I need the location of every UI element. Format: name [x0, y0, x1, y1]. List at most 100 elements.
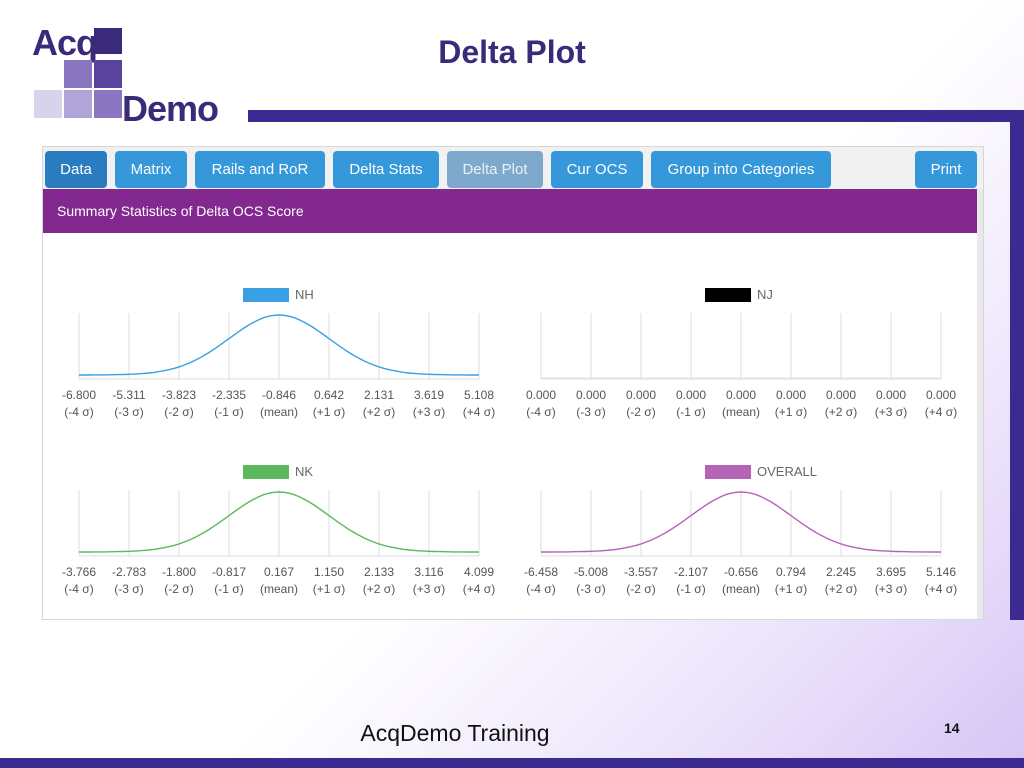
tick-label: 5.108	[464, 388, 494, 402]
sigma-label: (+3 σ)	[875, 405, 907, 419]
tick-label: -0.846	[262, 388, 296, 402]
sigma-label: (+3 σ)	[413, 405, 445, 419]
legend-label: OVERALL	[757, 464, 817, 479]
legend-label: NK	[295, 464, 313, 479]
tick-label: 2.131	[364, 388, 394, 402]
tab-group-into-categories[interactable]: Group into Categories	[651, 151, 831, 188]
sigma-label: (-3 σ)	[114, 582, 143, 596]
tick-label: -0.656	[724, 565, 758, 579]
sigma-label: (-4 σ)	[64, 405, 93, 419]
page-number: 14	[944, 720, 960, 736]
logo-square	[64, 90, 92, 118]
logo-acq-text: Acq	[32, 22, 98, 63]
chart-nk: NK -3.766 (-4 σ) -2.783 (-3 σ) -1.800 (-2 σ) -0…	[62, 464, 495, 596]
tab-data[interactable]: Data	[45, 151, 107, 188]
sigma-label: (-3 σ)	[576, 405, 605, 419]
tick-label: 3.695	[876, 565, 906, 579]
tick-label: 0.000	[926, 388, 956, 402]
sigma-label: (-2 σ)	[164, 405, 193, 419]
tick-label: -5.008	[574, 565, 608, 579]
sigma-label: (-1 σ)	[676, 405, 705, 419]
sigma-label: (-2 σ)	[626, 405, 655, 419]
tick-label: -3.557	[624, 565, 658, 579]
sigma-label: (-3 σ)	[576, 582, 605, 596]
acqdemo-logo: Acq Demo	[30, 22, 220, 129]
tick-label: -1.800	[162, 565, 196, 579]
tick-label: -0.817	[212, 565, 246, 579]
tick-label: 0.000	[676, 388, 706, 402]
print-button[interactable]: Print	[915, 151, 977, 188]
sigma-label: (-2 σ)	[164, 582, 193, 596]
scrollbar[interactable]	[977, 189, 983, 619]
sigma-label: (-1 σ)	[214, 405, 243, 419]
sigma-label: (+4 σ)	[925, 582, 957, 596]
section-header: Summary Statistics of Delta OCS Score	[43, 189, 977, 233]
tick-label: -6.458	[524, 565, 558, 579]
sigma-label: (+2 σ)	[825, 582, 857, 596]
tick-label: 0.000	[776, 388, 806, 402]
tick-label: 0.000	[526, 388, 556, 402]
sigma-label: (mean)	[260, 582, 298, 596]
legend-label: NH	[295, 287, 314, 302]
chart-overall: OVERALL -6.458 (-4 σ) -5.008 (-3 σ) -3.557 (-2…	[524, 464, 957, 596]
sigma-label: (+2 σ)	[363, 405, 395, 419]
tick-label: 0.000	[626, 388, 656, 402]
sigma-label: (+3 σ)	[413, 582, 445, 596]
sigma-label: (-4 σ)	[64, 582, 93, 596]
app-screenshot: Data Matrix Rails and RoR Delta Stats De…	[42, 146, 984, 620]
tab-rails-and-ror[interactable]: Rails and RoR	[195, 151, 325, 188]
sigma-label: (+2 σ)	[363, 582, 395, 596]
tick-label: 0.000	[826, 388, 856, 402]
chart-nh: NH -6.800 (-4 σ) -5.311 (-3 σ) -3.823 (-2 σ) -2…	[62, 287, 495, 419]
tick-label: 0.000	[876, 388, 906, 402]
sigma-label: (+1 σ)	[775, 405, 807, 419]
tab-matrix[interactable]: Matrix	[115, 151, 187, 188]
bottom-rule	[0, 758, 1024, 768]
tick-label: 2.133	[364, 565, 394, 579]
sigma-label: (-1 σ)	[214, 582, 243, 596]
tick-label: -2.107	[674, 565, 708, 579]
tick-label: 3.116	[414, 565, 443, 579]
tick-label: -5.311	[112, 388, 145, 402]
sigma-label: (-3 σ)	[114, 405, 143, 419]
toolbar: Data Matrix Rails and RoR Delta Stats De…	[43, 147, 983, 189]
tab-delta-stats[interactable]: Delta Stats	[333, 151, 439, 188]
tick-label: -6.800	[62, 388, 96, 402]
sigma-label: (+2 σ)	[825, 405, 857, 419]
tab-delta-plot[interactable]: Delta Plot	[447, 151, 543, 188]
slide-title: Delta Plot	[438, 34, 586, 70]
sigma-label: (+4 σ)	[463, 405, 495, 419]
logo-demo-text: Demo	[122, 88, 219, 129]
sigma-label: (+1 σ)	[313, 582, 345, 596]
sigma-label: (mean)	[722, 582, 760, 596]
sigma-label: (-1 σ)	[676, 582, 705, 596]
tick-label: -2.335	[212, 388, 246, 402]
sigma-label: (+3 σ)	[875, 582, 907, 596]
tick-label: 0.000	[726, 388, 756, 402]
tick-label: 5.146	[926, 565, 956, 579]
legend-swatch	[705, 288, 751, 302]
logo-square	[64, 60, 92, 88]
logo-square	[34, 90, 62, 118]
top-rule	[248, 110, 1024, 122]
tick-label: 0.794	[776, 565, 806, 579]
footer-text: AcqDemo Training	[360, 720, 550, 746]
tick-label: -3.766	[62, 565, 96, 579]
chart-nj: NJ 0.000 (-4 σ) 0.000 (-3 σ) 0.000 (-2 σ) 0.000…	[526, 287, 957, 419]
sigma-label: (+1 σ)	[313, 405, 345, 419]
logo-square	[94, 60, 122, 88]
sigma-label: (mean)	[722, 405, 760, 419]
right-rule	[1010, 110, 1024, 620]
legend-swatch	[243, 465, 289, 479]
tick-label: 3.619	[414, 388, 444, 402]
sigma-label: (+1 σ)	[775, 582, 807, 596]
tab-cur-ocs[interactable]: Cur OCS	[551, 151, 643, 188]
tick-label: -2.783	[112, 565, 146, 579]
sigma-label: (+4 σ)	[463, 582, 495, 596]
series-line	[541, 491, 941, 553]
logo-square	[94, 90, 122, 118]
sigma-label: (-4 σ)	[526, 405, 555, 419]
tick-label: 0.000	[576, 388, 606, 402]
tick-label: 0.642	[314, 388, 344, 402]
sigma-label: (+4 σ)	[925, 405, 957, 419]
